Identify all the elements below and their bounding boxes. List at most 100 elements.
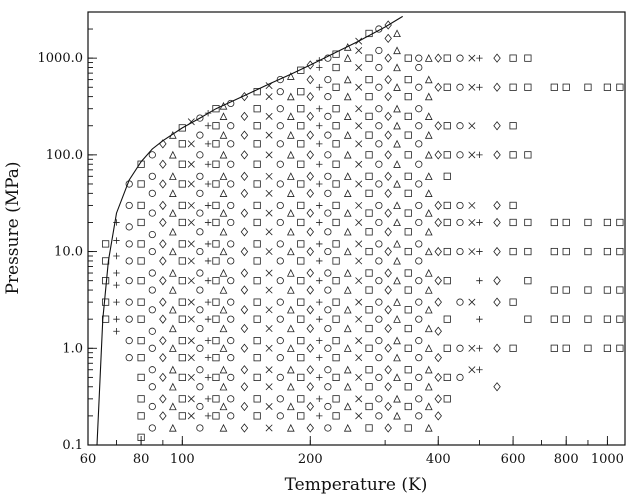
data-point bbox=[415, 140, 423, 148]
data-point bbox=[404, 306, 412, 314]
data-point bbox=[393, 394, 401, 403]
data-point bbox=[355, 277, 363, 285]
data-point bbox=[375, 373, 383, 381]
data-point bbox=[196, 424, 204, 432]
data-point bbox=[404, 76, 412, 84]
data-point bbox=[159, 297, 167, 307]
data-point bbox=[219, 344, 228, 352]
data-point bbox=[524, 218, 532, 227]
data-point bbox=[148, 247, 156, 256]
data-point bbox=[355, 180, 363, 188]
data-point bbox=[159, 276, 167, 286]
data-point bbox=[550, 315, 558, 323]
data-point bbox=[204, 219, 212, 226]
data-point bbox=[324, 189, 332, 197]
data-point bbox=[187, 354, 195, 362]
data-point bbox=[316, 180, 323, 188]
data-point bbox=[324, 93, 332, 101]
data-point bbox=[365, 172, 373, 180]
data-point bbox=[297, 354, 305, 362]
data-point bbox=[343, 268, 352, 277]
data-point bbox=[384, 423, 392, 433]
data-point bbox=[434, 53, 442, 63]
data-point bbox=[509, 247, 517, 256]
data-point bbox=[562, 286, 570, 294]
data-point bbox=[178, 257, 186, 265]
data-point bbox=[384, 33, 392, 44]
data-point bbox=[476, 84, 483, 91]
data-point bbox=[196, 209, 204, 217]
data-point bbox=[324, 172, 332, 180]
data-point bbox=[365, 131, 373, 139]
data-point bbox=[424, 268, 433, 277]
data-point bbox=[355, 315, 363, 323]
data-point bbox=[297, 66, 305, 74]
data-point bbox=[286, 131, 295, 139]
data-point bbox=[468, 366, 476, 374]
data-markers bbox=[101, 20, 624, 441]
data-point bbox=[424, 92, 433, 101]
data-point bbox=[187, 240, 195, 248]
data-point bbox=[415, 412, 423, 420]
data-point bbox=[125, 315, 133, 323]
data-point bbox=[219, 189, 228, 197]
data-point bbox=[265, 209, 273, 217]
data-point bbox=[384, 382, 392, 392]
data-point bbox=[332, 315, 340, 323]
data-point bbox=[603, 286, 612, 294]
data-point bbox=[424, 208, 433, 217]
data-point bbox=[493, 217, 501, 228]
data-point bbox=[297, 315, 305, 323]
data-point bbox=[375, 315, 383, 323]
x-axis-title: Temperature (K) bbox=[285, 475, 428, 495]
data-point bbox=[603, 315, 612, 323]
data-point bbox=[375, 140, 383, 148]
data-point bbox=[456, 298, 464, 306]
data-point bbox=[187, 395, 195, 403]
data-point bbox=[316, 202, 323, 209]
data-point bbox=[168, 324, 177, 333]
data-point bbox=[550, 247, 558, 256]
data-point bbox=[365, 306, 373, 314]
data-point bbox=[404, 286, 412, 294]
data-point bbox=[343, 285, 352, 294]
data-point bbox=[286, 150, 295, 159]
data-point bbox=[286, 324, 295, 333]
data-point bbox=[443, 172, 451, 180]
data-point bbox=[509, 151, 517, 159]
data-point bbox=[493, 297, 501, 307]
data-point bbox=[196, 228, 204, 236]
data-point bbox=[468, 218, 476, 226]
data-point bbox=[196, 269, 204, 277]
data-point bbox=[434, 82, 442, 92]
data-point bbox=[276, 140, 284, 148]
data-point bbox=[219, 402, 228, 411]
data-point bbox=[219, 208, 228, 217]
data-point bbox=[324, 324, 332, 333]
data-point bbox=[443, 54, 451, 62]
data-point bbox=[276, 354, 284, 362]
data-point bbox=[227, 395, 235, 403]
data-point bbox=[286, 402, 295, 411]
data-point bbox=[265, 269, 273, 277]
data-point bbox=[137, 315, 145, 323]
data-point bbox=[384, 323, 392, 334]
data-point bbox=[316, 84, 323, 91]
data-point bbox=[404, 189, 412, 197]
data-point bbox=[443, 218, 451, 227]
data-point bbox=[276, 298, 284, 306]
data-point bbox=[178, 218, 186, 227]
data-point bbox=[476, 315, 483, 323]
data-point bbox=[443, 373, 451, 381]
data-point bbox=[219, 423, 228, 432]
data-point bbox=[443, 395, 451, 403]
data-point bbox=[240, 208, 249, 218]
data-point bbox=[316, 374, 323, 381]
data-point bbox=[212, 160, 220, 168]
data-point bbox=[384, 111, 392, 122]
data-point bbox=[286, 285, 295, 294]
data-point bbox=[253, 298, 261, 306]
data-point bbox=[265, 189, 273, 197]
data-point bbox=[306, 382, 314, 392]
data-point bbox=[204, 412, 212, 420]
